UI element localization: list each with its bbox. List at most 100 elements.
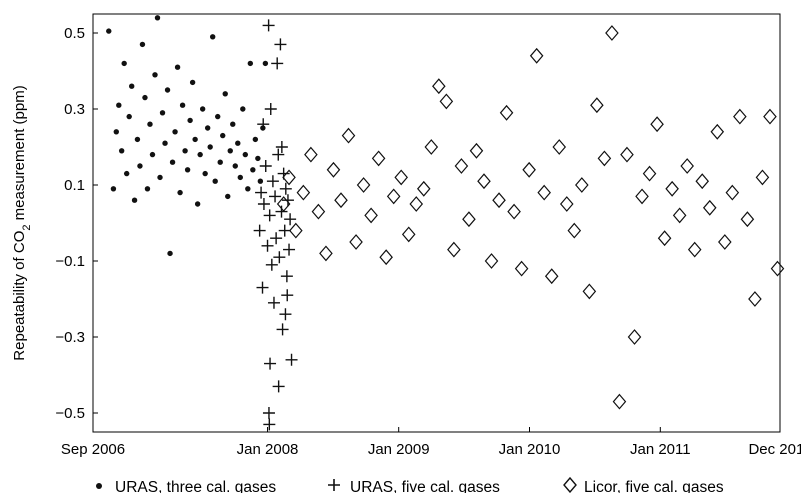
point-uras-five bbox=[263, 418, 276, 431]
point-uras-three bbox=[230, 121, 236, 127]
point-uras-three bbox=[149, 151, 156, 158]
legend-label-licor-five: Licor, five cal. gases bbox=[584, 479, 724, 493]
point-licor-five bbox=[718, 234, 732, 250]
point-uras-three bbox=[199, 106, 206, 112]
point-uras-three bbox=[121, 60, 127, 67]
point-licor-five bbox=[567, 222, 582, 239]
y-tick-label: −0.3 bbox=[55, 329, 85, 346]
point-licor-five bbox=[394, 169, 408, 186]
point-uras-three bbox=[162, 140, 168, 146]
point-licor-five bbox=[597, 150, 612, 167]
point-uras-five bbox=[255, 186, 268, 199]
point-licor-five bbox=[612, 393, 627, 410]
point-uras-five bbox=[284, 213, 297, 226]
point-uras-five bbox=[262, 19, 275, 32]
point-uras-three bbox=[131, 197, 138, 203]
point-licor-five bbox=[439, 93, 454, 110]
point-licor-five bbox=[462, 211, 476, 228]
point-uras-three bbox=[144, 186, 151, 192]
point-uras-five bbox=[275, 141, 288, 153]
point-uras-three bbox=[247, 60, 254, 67]
point-licor-five bbox=[454, 158, 469, 174]
point-licor-five bbox=[544, 268, 559, 285]
point-uras-three bbox=[152, 72, 158, 78]
point-licor-five bbox=[326, 161, 341, 178]
point-uras-three bbox=[194, 201, 201, 207]
point-licor-five bbox=[605, 25, 619, 41]
point-licor-five bbox=[702, 199, 717, 216]
point-uras-three bbox=[245, 186, 251, 192]
legend-item-licor-five: Licor, five cal. gases bbox=[563, 476, 724, 493]
point-licor-five bbox=[416, 180, 431, 197]
point-uras-three bbox=[184, 167, 191, 173]
point-licor-five bbox=[289, 222, 303, 239]
point-uras-three bbox=[252, 136, 259, 143]
point-licor-five bbox=[424, 139, 439, 155]
point-licor-five bbox=[386, 188, 401, 205]
y-tick-label: −0.5 bbox=[55, 405, 85, 422]
point-uras-three bbox=[113, 129, 119, 135]
point-uras-three bbox=[215, 113, 221, 120]
point-uras-three bbox=[167, 250, 173, 257]
point-uras-three bbox=[217, 159, 223, 165]
point-licor-five bbox=[379, 249, 393, 266]
point-licor-five bbox=[311, 203, 326, 220]
point-uras-five bbox=[265, 258, 278, 271]
legend-item-uras-five: URAS, five cal. gases bbox=[328, 479, 500, 493]
point-uras-five bbox=[285, 353, 298, 366]
point-uras-three bbox=[123, 170, 130, 177]
point-uras-five bbox=[272, 380, 285, 393]
point-uras-three bbox=[255, 155, 261, 162]
point-licor-five bbox=[635, 188, 649, 205]
point-uras-five bbox=[261, 239, 274, 252]
point-uras-three bbox=[232, 163, 238, 169]
point-uras-three bbox=[137, 163, 143, 169]
point-uras-three bbox=[182, 148, 188, 154]
point-licor-five bbox=[409, 196, 424, 212]
point-uras-three bbox=[209, 34, 216, 40]
point-uras-three bbox=[222, 91, 228, 97]
point-licor-five bbox=[334, 192, 348, 209]
point-licor-five bbox=[672, 207, 687, 224]
point-uras-three bbox=[134, 136, 141, 143]
plot-frame bbox=[92, 13, 781, 433]
point-licor-five bbox=[763, 108, 777, 125]
point-licor-five bbox=[770, 260, 785, 277]
point-uras-three bbox=[177, 189, 183, 196]
y-tick-label: 0.1 bbox=[64, 177, 85, 194]
legend-diamond-marker bbox=[563, 476, 577, 493]
point-licor-five bbox=[537, 184, 551, 201]
point-uras-three bbox=[250, 167, 256, 173]
point-licor-five bbox=[559, 196, 574, 212]
point-licor-five bbox=[432, 78, 446, 95]
point-licor-five bbox=[349, 234, 363, 250]
point-uras-three bbox=[106, 28, 112, 34]
point-uras-five bbox=[264, 103, 277, 115]
point-licor-five bbox=[695, 173, 710, 190]
x-tick-label: Jan 2009 bbox=[368, 441, 430, 458]
y-axis-title-subscript: 2 bbox=[21, 225, 33, 231]
point-licor-five bbox=[341, 127, 356, 144]
point-uras-five bbox=[257, 198, 270, 210]
y-axis-title: Repeatability of CO2 measurement (ppm) bbox=[11, 85, 33, 360]
point-uras-three bbox=[187, 117, 193, 124]
point-licor-five bbox=[650, 116, 664, 133]
point-licor-five bbox=[642, 165, 657, 182]
point-uras-three bbox=[172, 129, 178, 135]
point-uras-three bbox=[154, 15, 161, 21]
point-uras-three bbox=[179, 102, 186, 108]
point-licor-five bbox=[755, 169, 770, 186]
point-uras-five bbox=[253, 224, 266, 237]
point-uras-three bbox=[204, 125, 211, 131]
point-uras-three bbox=[257, 178, 264, 184]
point-uras-five bbox=[262, 407, 275, 419]
point-licor-five bbox=[507, 203, 521, 220]
point-uras-three bbox=[262, 60, 269, 67]
point-licor-five bbox=[665, 180, 679, 197]
x-tick-label: Dec 2011 bbox=[748, 441, 801, 458]
point-licor-five bbox=[356, 177, 371, 193]
point-uras-five bbox=[267, 296, 280, 309]
point-licor-five bbox=[304, 146, 318, 163]
y-tick-label: −0.1 bbox=[55, 253, 85, 270]
point-licor-five bbox=[469, 142, 484, 159]
